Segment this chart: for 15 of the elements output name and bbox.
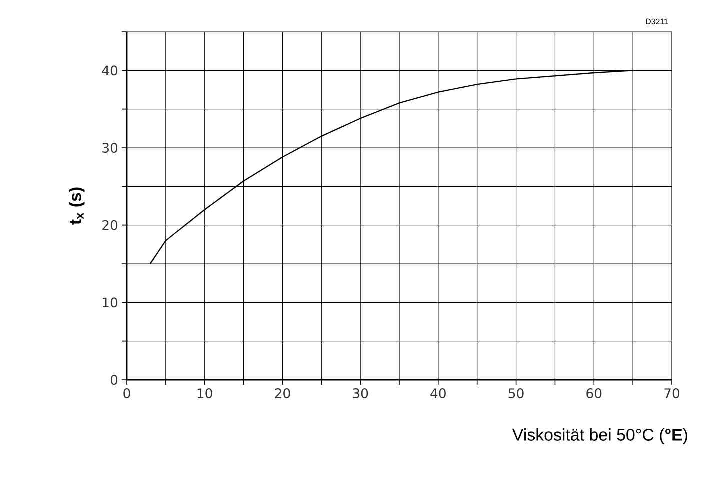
y-tick-label: 0: [110, 374, 118, 386]
x-axis-title: Viskosität bei 50°C (°E): [512, 428, 688, 444]
x-tick-label: 0: [124, 388, 130, 399]
x-tick-label: 60: [586, 388, 602, 399]
x-tick-label: 40: [430, 388, 446, 399]
y-tick-label: 20: [102, 220, 118, 230]
x-tick-label: 20: [275, 388, 290, 399]
y-tick-label: 10: [103, 298, 118, 308]
x-tick-label: 50: [508, 388, 524, 399]
x-tick-label: 30: [353, 388, 368, 399]
y-axis-title: t$_{x}$ (s): [69, 188, 85, 225]
y-tick-label: 40: [102, 66, 118, 76]
x-tick-label: 70: [664, 388, 680, 399]
x-tick-label: 10: [198, 388, 212, 399]
y-tick-label: 30: [102, 142, 118, 154]
